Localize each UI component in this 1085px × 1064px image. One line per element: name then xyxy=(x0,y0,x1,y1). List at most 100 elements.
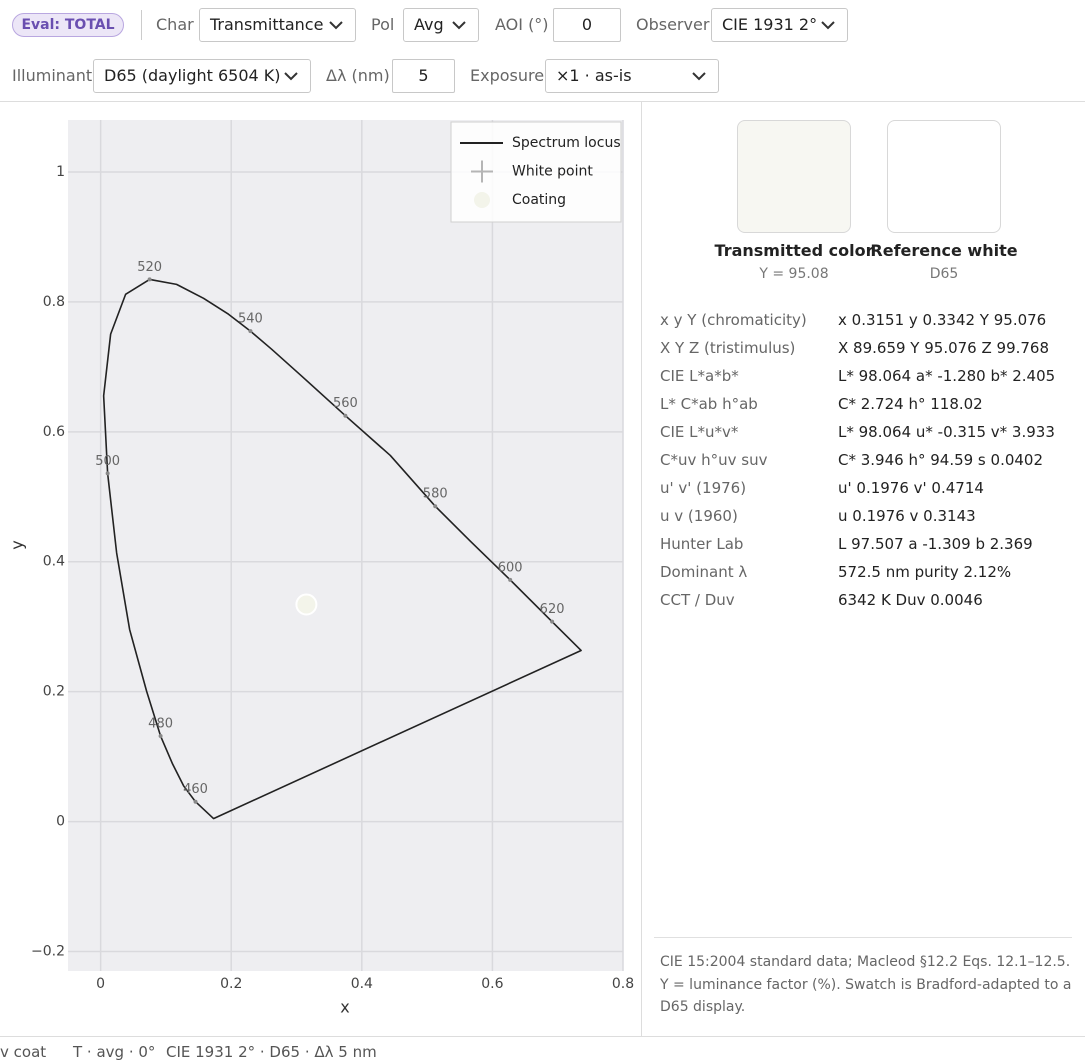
color-swatch xyxy=(737,120,851,233)
wavelength-dot xyxy=(193,799,198,804)
y-tick-label: 0.6 xyxy=(43,424,65,440)
note-divider xyxy=(654,937,1072,938)
y-axis-label: y xyxy=(8,540,27,549)
wavelength-dot xyxy=(508,577,513,582)
field-label: Char xyxy=(156,15,194,34)
row-label: Hunter Lab xyxy=(660,535,744,553)
y-tick-label: 1 xyxy=(56,164,65,180)
swatch-label: Reference white xyxy=(870,241,1018,260)
chevron xyxy=(821,21,835,30)
row-label: u v (1960) xyxy=(660,507,738,525)
select-value: Transmittance xyxy=(210,15,324,34)
row-label: x y Y (chromaticity) xyxy=(660,311,807,329)
row-value: 6342 K Duv 0.0046 xyxy=(838,591,983,609)
row-label: u' v' (1976) xyxy=(660,479,747,497)
row-label: CIE L*u*v* xyxy=(660,423,739,441)
x-tick-label: 0.8 xyxy=(612,976,634,992)
wavelength-label: 560 xyxy=(333,396,358,411)
row-value: X 89.659 Y 95.076 Z 99.768 xyxy=(838,339,1050,357)
field-label: Illuminant xyxy=(12,66,93,85)
wavelength-label: 580 xyxy=(423,487,448,502)
wavelength-dot xyxy=(248,329,253,334)
wavelength-label: 500 xyxy=(95,454,120,469)
wavelength-label: 540 xyxy=(238,312,263,327)
wavelength-dot xyxy=(158,734,163,739)
field-label: Δλ (nm) xyxy=(326,66,390,85)
row-value: L* 98.064 u* -0.315 v* 3.933 xyxy=(838,423,1055,441)
x-tick-label: 0.4 xyxy=(351,976,373,992)
row-label: CCT / Duv xyxy=(660,591,735,609)
divider xyxy=(0,101,1085,102)
select[interactable]: CIE 1931 2° xyxy=(711,8,848,42)
wavelength-dot xyxy=(147,277,152,282)
chevron xyxy=(452,21,466,30)
row-label: L* C*ab h°ab xyxy=(660,395,758,413)
legend-label: White point xyxy=(512,164,593,180)
select[interactable]: Transmittance xyxy=(199,8,356,42)
field-label: AOI (°) xyxy=(495,15,549,34)
legend-label: Coating xyxy=(512,192,566,208)
input[interactable]: 5 xyxy=(392,59,455,93)
y-tick-label: 0 xyxy=(56,814,65,830)
status-item: v coat xyxy=(0,1043,47,1061)
row-value: C* 2.724 h° 118.02 xyxy=(838,395,983,413)
legend-swatch xyxy=(471,160,493,183)
select-value: Avg xyxy=(414,15,444,34)
y-tick-label: 0.2 xyxy=(43,684,65,700)
row-label: CIE L*a*b* xyxy=(660,367,739,385)
plot-background xyxy=(68,120,623,971)
row-value: C* 3.946 h° 94.59 s 0.0402 xyxy=(838,451,1044,469)
y-tick-label: 0.8 xyxy=(43,294,65,310)
field-label: Exposure xyxy=(470,66,545,85)
swatch-sub: D65 xyxy=(929,266,959,282)
field-label: Observer xyxy=(636,15,710,34)
row-value: L* 98.064 a* -1.280 b* 2.405 xyxy=(838,367,1056,385)
status-item: T · avg · 0° xyxy=(73,1043,156,1061)
wavelength-dot xyxy=(550,619,555,624)
chevron xyxy=(329,21,343,30)
x-tick-label: 0 xyxy=(96,976,105,992)
wavelength-dot xyxy=(433,504,438,509)
vertical-divider xyxy=(641,102,642,1036)
wavelength-label: 600 xyxy=(498,560,523,575)
wavelength-label: 460 xyxy=(183,782,208,797)
select-value: ×1 · as-is xyxy=(556,66,632,85)
row-label: X Y Z (tristimulus) xyxy=(660,339,796,357)
y-tick-label: 0.4 xyxy=(43,554,65,570)
row-value: L 97.507 a -1.309 b 2.369 xyxy=(838,535,1033,553)
select-value: D65 (daylight 6504 K) xyxy=(104,66,281,85)
note: CIE 15:2004 standard data; Macleod §12.2… xyxy=(660,954,1072,1015)
coating-point xyxy=(295,593,318,616)
separator xyxy=(141,10,142,40)
wavelength-dot xyxy=(105,471,110,476)
status-item: CIE 1931 2° · D65 · Δλ 5 nm xyxy=(166,1043,377,1061)
legend-swatch xyxy=(474,192,490,208)
row-value: 572.5 nm purity 2.12% xyxy=(838,563,1012,581)
chevron xyxy=(284,72,298,81)
select-value: CIE 1931 2° xyxy=(722,15,818,34)
select[interactable]: ×1 · as-is xyxy=(545,59,719,93)
wavelength-dot xyxy=(343,413,348,418)
legend-label: Spectrum locus xyxy=(512,135,621,151)
chart: x y 0 0.2 0.4 0.6 0.8 −0.2 0 0.2 0.4 0.6 0.8 1 460 48… xyxy=(8,120,634,1017)
y-tick-label: −0.2 xyxy=(31,944,65,960)
wavelength-label: 520 xyxy=(137,260,162,275)
color-swatch xyxy=(887,120,1001,233)
input[interactable]: 0 xyxy=(553,8,621,42)
badge[interactable]: Eval: TOTAL xyxy=(12,13,124,37)
x-tick-label: 0.2 xyxy=(220,976,242,992)
wavelength-label: 620 xyxy=(540,602,565,617)
swatch-sub: Y = 95.08 xyxy=(759,266,829,282)
select[interactable]: D65 (daylight 6504 K) xyxy=(93,59,311,93)
swatch-label: Transmitted color xyxy=(714,241,874,260)
wavelength-label: 480 xyxy=(148,717,173,732)
x-axis-label: x xyxy=(340,998,349,1017)
select[interactable]: Avg xyxy=(403,8,479,42)
row-label: Dominant λ xyxy=(660,563,748,581)
chevron xyxy=(692,72,706,81)
row-value: u 0.1976 v 0.3143 xyxy=(838,507,976,525)
footer-divider xyxy=(0,1036,1085,1037)
row-value: u' 0.1976 v' 0.4714 xyxy=(838,479,984,497)
spectrum-locus xyxy=(102,278,582,820)
